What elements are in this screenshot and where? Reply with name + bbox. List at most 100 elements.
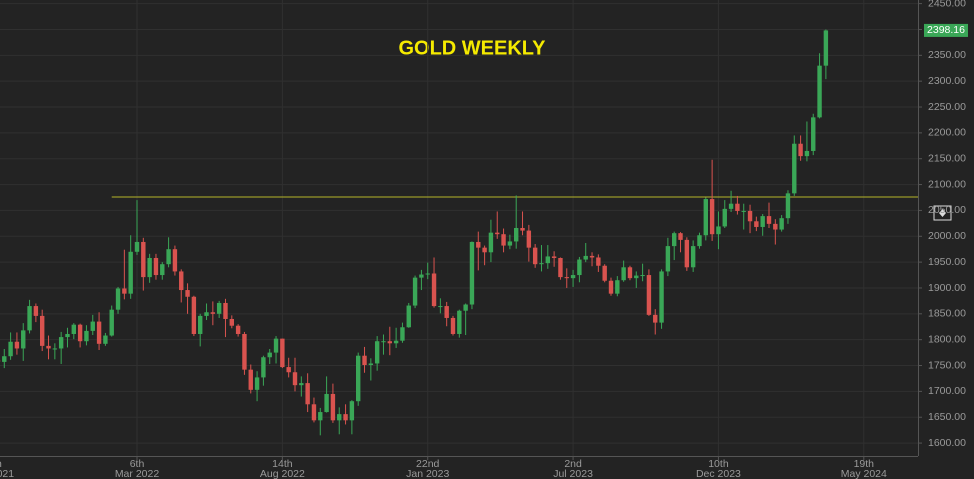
candle [646,269,652,316]
candle-body [672,233,677,247]
candle-body [147,257,152,278]
candle-body [292,372,298,386]
candle-body [8,341,13,357]
candle-body [785,193,791,219]
candle [444,301,449,327]
candle-body [539,263,544,265]
candle-body [419,274,424,278]
grid [0,0,918,456]
candle-body [406,305,411,328]
candle [425,262,430,280]
candle [84,325,89,346]
candle [179,269,184,303]
candle [71,323,76,340]
candle-body [71,324,76,334]
candle [58,331,64,364]
candle [741,203,746,230]
candle [690,240,696,272]
candle-body [115,288,121,310]
candle-body [653,314,658,323]
candle-body [476,241,481,248]
candle-body [514,228,519,242]
candle-body [52,348,58,350]
candle [703,197,708,241]
candle [722,200,727,228]
candle-body [216,302,222,314]
candle-body [766,216,772,224]
candle [532,244,538,268]
candle-body [90,321,95,331]
candle [627,265,633,281]
candle [728,190,734,212]
candle [659,269,664,329]
candle-body [684,239,690,268]
candle-body [14,341,20,349]
candle [672,231,677,261]
candle [267,348,272,364]
candle [166,237,171,268]
candle-body [191,296,197,334]
candle [665,237,671,277]
candle-body [2,356,7,362]
candle [773,219,778,245]
candle [735,195,740,215]
candle-body [299,383,304,386]
candle-body [40,315,45,346]
candle [539,245,544,272]
candle [318,407,323,436]
candle-body [469,241,475,305]
candle [558,257,563,280]
candle-body [773,223,778,230]
candle-body [27,306,32,331]
candle [482,245,487,266]
candle-body [583,255,588,260]
candle [2,348,7,369]
candle [21,323,26,361]
candle-body [128,251,133,294]
candle-body [495,232,500,235]
y-tick-label: 1700.00 [928,385,966,397]
candle-body [141,241,146,278]
candle-body [318,412,323,421]
candle [191,295,197,337]
candle [172,245,178,276]
candle-body [21,330,26,349]
candle-body [356,355,361,402]
candle [248,364,253,394]
candle-body [488,232,494,253]
candle [450,315,456,336]
candle [235,324,241,337]
y-tick-label: 1650.00 [928,411,966,423]
candle [305,373,310,413]
candle-body [804,150,810,157]
candle [254,371,260,402]
candle [495,211,500,239]
candle [343,404,348,425]
candle-body [615,280,620,294]
candle [128,235,133,299]
candle [785,190,791,224]
candle [570,269,576,287]
candle [697,232,702,249]
candle [792,135,797,196]
candle [634,271,639,288]
candle [52,343,58,360]
candle-body [747,210,753,222]
candle-body [324,393,329,413]
candle [27,299,32,334]
candle-body [46,345,51,349]
x-tick-label: 10th [708,458,729,470]
candle [134,200,140,255]
candle-body [634,275,639,279]
candle [210,301,216,326]
candle-body [716,226,721,235]
candle [716,211,721,250]
candle-body [817,65,822,118]
candle [160,262,165,280]
candle-body [507,241,513,246]
candle-body [602,265,607,281]
candle [684,237,690,271]
candle [640,263,645,282]
candle-body [526,230,532,248]
candle-body [400,327,405,341]
